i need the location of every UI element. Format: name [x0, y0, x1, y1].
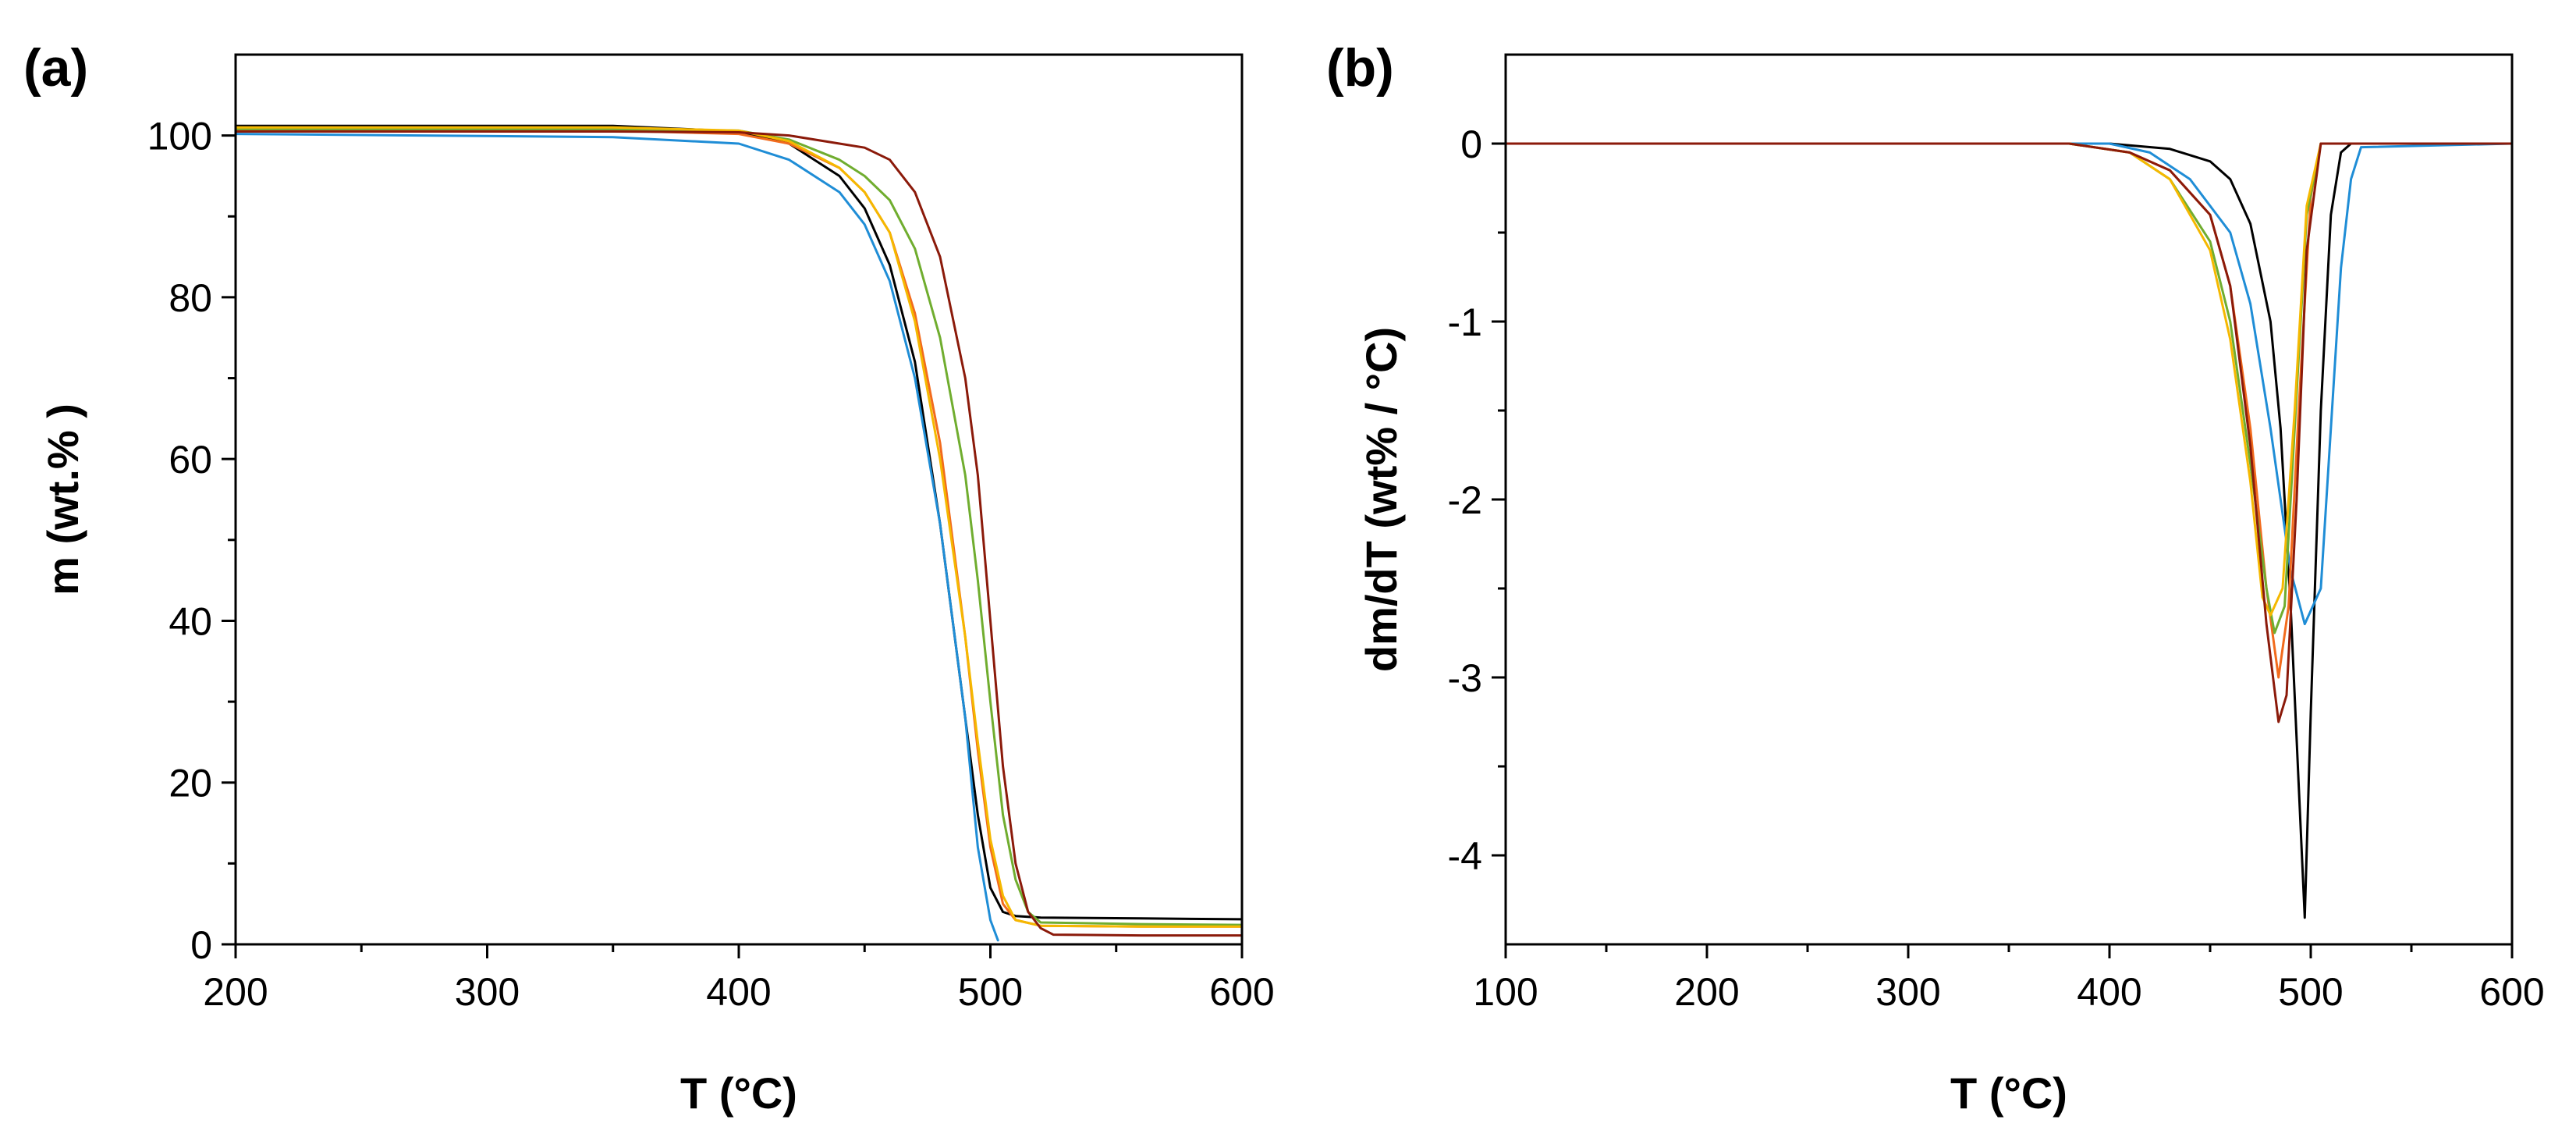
panel-b-x-tick-label: 300 [1875, 970, 1940, 1014]
panel-b-x-tick-label: 600 [2479, 970, 2544, 1014]
panel-b-label: (b) [1326, 38, 1394, 98]
panel-a-y-tick-label: 80 [169, 276, 212, 320]
panel-b-x-axis-title: T (°C) [1950, 1068, 2067, 1118]
panel-b-plot-frame [1504, 53, 2514, 946]
panel-b-y-tick-label: -4 [1448, 834, 1482, 878]
panel-a-x-tick-label: 200 [203, 970, 268, 1014]
panel-a-x-axis-title: T (°C) [680, 1068, 797, 1118]
panel-a-y-tick-label: 60 [169, 438, 212, 482]
panel-a-y-tick-label: 0 [190, 923, 212, 967]
panel-a-series-green [234, 127, 1244, 926]
panel-a-series-darkred [234, 130, 1244, 937]
panel-b-curves [1504, 142, 2514, 919]
panel-a-y-axis-title: m (wt.% ) [38, 403, 87, 595]
panel-b-series-black [1504, 142, 2514, 919]
panel-b-x-tick-label: 500 [2278, 970, 2343, 1014]
panel-b-y-axis-title: dm/dT (wt% / °C) [1357, 327, 1406, 672]
panel-b-series-orange [1504, 142, 2514, 679]
panel-a-label: (a) [23, 38, 88, 98]
panel-b-x-tick-label: 400 [2077, 970, 2141, 1014]
panel-b-y-tick-label: -2 [1448, 478, 1482, 522]
panel-b-x-tick-label: 100 [1473, 970, 1538, 1014]
panel-b: (b) 100 200 300 400 500 600 -4 -3 -2 -1 0 T (°C) d… [1326, 38, 2545, 1118]
panel-b-series-blue [1504, 142, 2514, 626]
panel-a: (a) 200 300 400 500 600 0 20 40 60 80 100 T (°C) m… [23, 38, 1275, 1118]
panel-a-y-tick-label: 20 [169, 762, 212, 805]
panel-b-x-tick-label: 200 [1674, 970, 1739, 1014]
panel-a-series-yellow [234, 126, 1244, 928]
panel-a-x-tick-label: 300 [455, 970, 520, 1014]
panel-a-y-tick-label: 40 [169, 599, 212, 643]
panel-a-x-tick-label: 600 [1209, 970, 1274, 1014]
panel-a-y-tick-label: 100 [147, 115, 212, 158]
panel-a-series-black [234, 124, 1244, 921]
panel-b-series-green [1504, 142, 2514, 634]
panel-b-y-tick-label: -3 [1448, 656, 1482, 700]
panel-a-x-tick-label: 400 [706, 970, 771, 1014]
panel-a-ticks: 200 300 400 500 600 0 20 40 60 80 100 [147, 115, 1275, 1014]
panel-a-series-orange [234, 129, 1244, 928]
panel-b-series-yellow [1504, 142, 2514, 617]
panel-a-plot-frame [234, 53, 1244, 946]
panel-a-curves [234, 124, 1244, 942]
panel-b-y-tick-label: -1 [1448, 300, 1482, 344]
panel-b-ticks: 100 200 300 400 500 600 -4 -3 -2 -1 0 [1448, 123, 2545, 1014]
panel-b-y-tick-label: 0 [1460, 123, 1482, 166]
panel-a-series-blue [234, 133, 999, 942]
panel-a-x-tick-label: 500 [958, 970, 1023, 1014]
panel-b-series-darkred [1504, 142, 2514, 723]
